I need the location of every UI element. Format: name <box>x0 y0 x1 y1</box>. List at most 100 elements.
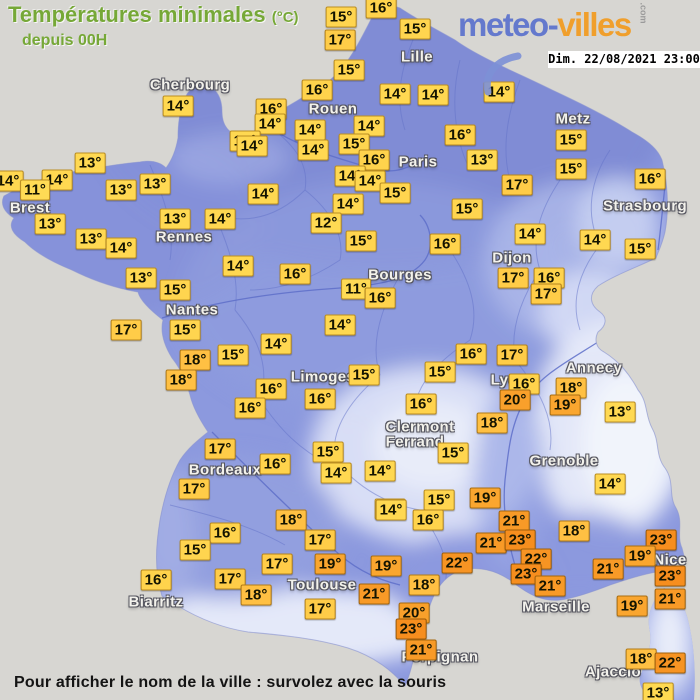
temp-badge[interactable]: 17° <box>178 478 210 500</box>
temp-badge[interactable]: 14° <box>332 193 364 215</box>
temp-badge[interactable]: 15° <box>312 441 344 463</box>
temp-badge[interactable]: 15° <box>333 59 365 81</box>
temp-badge[interactable]: 17° <box>304 598 336 620</box>
temp-badge[interactable]: 12° <box>310 212 342 234</box>
temp-badge[interactable]: 18° <box>558 520 590 542</box>
temp-badge[interactable]: 13° <box>125 267 157 289</box>
temp-badge[interactable]: 13° <box>75 228 107 250</box>
temp-badge[interactable]: 22° <box>441 552 473 574</box>
temp-badge[interactable]: 21° <box>498 510 530 532</box>
temp-badge[interactable]: 23° <box>654 565 686 587</box>
temp-badge[interactable]: 15° <box>437 442 469 464</box>
temp-badge[interactable]: 15° <box>348 364 380 386</box>
temp-badge[interactable]: 14° <box>222 255 254 277</box>
temp-badge[interactable]: 20° <box>398 602 430 624</box>
temp-badge[interactable]: 18° <box>408 574 440 596</box>
temp-badge[interactable]: 14° <box>247 183 279 205</box>
temp-badge[interactable]: 17° <box>261 553 293 575</box>
temp-badge[interactable]: 17° <box>304 529 336 551</box>
temp-badge[interactable]: 15° <box>555 129 587 151</box>
temp-badge[interactable]: 14° <box>483 81 515 103</box>
temp-badge[interactable]: 19° <box>616 595 648 617</box>
temp-badge[interactable]: 18° <box>179 349 211 371</box>
temp-badge[interactable]: 18° <box>476 412 508 434</box>
temp-badge[interactable]: 14° <box>594 473 626 495</box>
temp-badge[interactable]: 21° <box>475 532 507 554</box>
temp-badge[interactable]: 18° <box>165 369 197 391</box>
temp-badge[interactable]: 14° <box>324 314 356 336</box>
temp-badge[interactable]: 15° <box>338 133 370 155</box>
temp-badge[interactable]: 16° <box>140 569 172 591</box>
temp-badge[interactable]: 23° <box>510 563 542 585</box>
temp-badge[interactable]: 16° <box>444 124 476 146</box>
temp-badge[interactable]: 15° <box>423 489 455 511</box>
temp-badge[interactable]: 14° <box>375 499 407 521</box>
temp-badge[interactable]: 13° <box>642 682 674 700</box>
temp-badge[interactable]: 23° <box>504 529 536 551</box>
meteo-villes-logo[interactable]: meteo-villes .com <box>458 2 652 44</box>
temp-badge[interactable]: 13° <box>105 179 137 201</box>
temp-badge[interactable]: 16° <box>429 233 461 255</box>
temp-badge[interactable]: 16° <box>301 79 333 101</box>
temp-badge[interactable]: 21° <box>654 588 686 610</box>
temp-badge[interactable]: 17° <box>110 319 142 341</box>
temp-badge[interactable]: 14° <box>514 223 546 245</box>
temp-badge[interactable]: 14° <box>254 113 286 135</box>
temp-badge[interactable]: 14° <box>204 208 236 230</box>
temp-badge[interactable]: 16° <box>405 393 437 415</box>
temp-badge[interactable]: 15° <box>424 361 456 383</box>
temp-badge[interactable]: 13° <box>74 152 106 174</box>
temp-badge[interactable]: 13° <box>466 149 498 171</box>
temp-badge[interactable]: 16° <box>412 509 444 531</box>
temp-badge[interactable]: 15° <box>159 279 191 301</box>
temp-badge[interactable]: 17° <box>204 438 236 460</box>
temp-badge[interactable]: 14° <box>297 139 329 161</box>
temp-badge[interactable]: 16° <box>365 0 397 19</box>
temp-badge[interactable]: 14° <box>579 229 611 251</box>
temp-badge[interactable]: 19° <box>314 553 346 575</box>
temp-badge[interactable]: 14° <box>417 84 449 106</box>
temp-badge[interactable]: 14° <box>354 170 386 192</box>
temp-badge[interactable]: 16° <box>259 453 291 475</box>
temp-badge[interactable]: 16° <box>364 287 396 309</box>
temp-badge[interactable]: 15° <box>379 182 411 204</box>
temp-badge[interactable]: 19° <box>469 487 501 509</box>
temp-badge[interactable]: 13° <box>139 173 171 195</box>
temp-badge[interactable]: 18° <box>275 509 307 531</box>
temp-badge[interactable]: 15° <box>169 319 201 341</box>
temp-badge[interactable]: 23° <box>645 529 677 551</box>
temp-badge[interactable]: 15° <box>217 344 249 366</box>
temp-badge[interactable]: 18° <box>240 584 272 606</box>
temp-badge[interactable]: 19° <box>624 545 656 567</box>
temp-badge[interactable]: 15° <box>451 198 483 220</box>
temp-badge[interactable]: 15° <box>345 230 377 252</box>
temp-badge[interactable]: 21° <box>405 639 437 661</box>
temp-badge[interactable]: 14° <box>105 237 137 259</box>
temp-badge[interactable]: 16° <box>533 267 565 289</box>
temp-badge[interactable]: 16° <box>234 397 266 419</box>
temp-badge[interactable]: 16° <box>279 263 311 285</box>
temp-badge[interactable]: 15° <box>399 18 431 40</box>
temp-badge[interactable]: 21° <box>358 583 390 605</box>
temp-badge[interactable]: 19° <box>549 394 581 416</box>
temp-badge[interactable]: 17° <box>324 29 356 51</box>
temp-badge[interactable]: 13° <box>34 213 66 235</box>
temp-badge[interactable]: 14° <box>320 462 352 484</box>
temp-badge[interactable]: 13° <box>159 208 191 230</box>
temp-badge[interactable]: 20° <box>499 389 531 411</box>
temp-badge[interactable]: 17° <box>496 344 528 366</box>
temp-badge[interactable]: 18° <box>625 648 657 670</box>
temp-badge[interactable]: 18° <box>555 377 587 399</box>
temp-badge[interactable]: 17° <box>501 174 533 196</box>
temp-badge[interactable]: 14° <box>260 333 292 355</box>
temp-badge[interactable]: 21° <box>592 558 624 580</box>
temp-badge[interactable]: 15° <box>555 158 587 180</box>
temp-badge[interactable]: 17° <box>530 283 562 305</box>
temp-badge[interactable]: 19° <box>370 555 402 577</box>
temp-badge[interactable]: 14° <box>294 119 326 141</box>
temp-badge[interactable]: 15° <box>624 238 656 260</box>
temp-badge[interactable]: 16° <box>304 388 336 410</box>
temp-badge[interactable]: 13° <box>604 401 636 423</box>
temp-badge[interactable]: 17° <box>497 267 529 289</box>
temp-badge[interactable]: 11° <box>20 179 50 201</box>
